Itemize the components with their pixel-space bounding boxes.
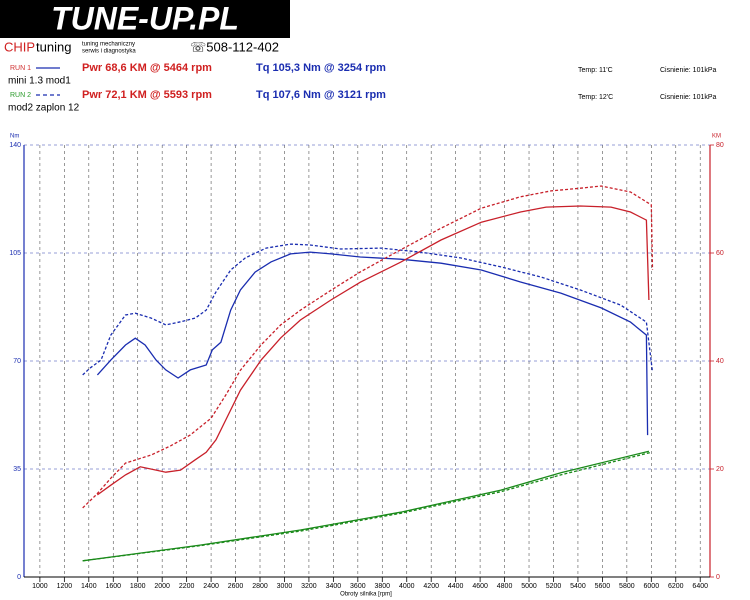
x-tick-label: 3200	[301, 583, 317, 590]
y2-axis-label: KM	[712, 134, 721, 140]
y2-tick-label: 60	[716, 250, 724, 257]
run-temp: Temp: 12'C	[578, 94, 613, 101]
logo-box	[0, 0, 290, 38]
x-tick-label: 6400	[692, 583, 708, 590]
x-tick-label: 2600	[228, 583, 244, 590]
y2-tick-label: 20	[716, 466, 724, 473]
phone: ☏508-112-402	[190, 39, 279, 54]
tagline: serwis i diagnostyka	[82, 49, 136, 55]
y-tick-label: 0	[17, 574, 21, 581]
x-tick-label: 1000	[32, 583, 48, 590]
x-tick-label: 3600	[350, 583, 366, 590]
curve	[96, 251, 649, 436]
x-tick-label: 5600	[595, 583, 611, 590]
y2-tick-label: 40	[716, 358, 724, 365]
x-tick-label: 5000	[521, 583, 537, 590]
curve	[82, 451, 652, 562]
x-tick-label: 6000	[644, 583, 660, 590]
y-axis-label: Nm	[10, 134, 19, 140]
tagline: tuning mechaniczny	[82, 42, 135, 48]
x-tick-label: 1400	[81, 583, 97, 590]
x-tick-label: 3800	[374, 583, 390, 590]
curve	[82, 185, 654, 509]
y-tick-label: 35	[13, 466, 21, 473]
run-label: RUN 2	[10, 92, 31, 99]
run-label: RUN 1	[10, 65, 31, 72]
run-temp: Temp: 11'C	[578, 67, 613, 74]
y-tick-label: 70	[13, 358, 21, 365]
y2-tick-label: 80	[716, 142, 724, 149]
x-tick-label: 3000	[277, 583, 293, 590]
x-tick-label: 2200	[179, 583, 195, 590]
x-tick-label: 5800	[619, 583, 635, 590]
x-tick-label: 4200	[423, 583, 439, 590]
run-description: mod2 zaplon 12	[8, 103, 80, 114]
brand-chip: CHIP	[4, 39, 35, 54]
curve	[97, 205, 650, 496]
brand-tuning: tuning	[36, 39, 71, 54]
run-torque: Tq 105,3 Nm @ 3254 rpm	[256, 62, 386, 74]
y2-tick-label: 0	[716, 574, 720, 581]
run-pressure: Cisnienie: 101kPa	[660, 67, 717, 74]
run-power: Pwr 68,6 KM @ 5464 rpm	[82, 62, 212, 74]
run-power: Pwr 72,1 KM @ 5593 rpm	[82, 89, 212, 101]
x-tick-label: 3400	[326, 583, 342, 590]
x-axis-label: Obroty silnika [rpm]	[340, 592, 392, 598]
x-tick-label: 2800	[252, 583, 268, 590]
curve	[82, 450, 650, 562]
x-tick-label: 6200	[668, 583, 684, 590]
x-tick-label: 4800	[497, 583, 513, 590]
x-tick-label: 2400	[203, 583, 219, 590]
x-tick-label: 1800	[130, 583, 146, 590]
x-tick-label: 1600	[105, 583, 121, 590]
run-description: mini 1.3 mod1	[8, 76, 71, 87]
logo: TUNE-UP.PL	[51, 0, 239, 36]
x-tick-label: 5200	[546, 583, 562, 590]
x-tick-label: 4400	[448, 583, 464, 590]
x-tick-label: 4600	[472, 583, 488, 590]
y-tick-label: 105	[9, 250, 21, 257]
run-pressure: Cisnienie: 101kPa	[660, 94, 717, 101]
run-torque: Tq 107,6 Nm @ 3121 rpm	[256, 89, 386, 101]
x-tick-label: 4000	[399, 583, 415, 590]
x-tick-label: 2000	[154, 583, 170, 590]
y-tick-label: 140	[9, 142, 21, 149]
x-tick-label: 1200	[57, 583, 73, 590]
curve	[82, 243, 654, 376]
x-tick-label: 5400	[570, 583, 586, 590]
